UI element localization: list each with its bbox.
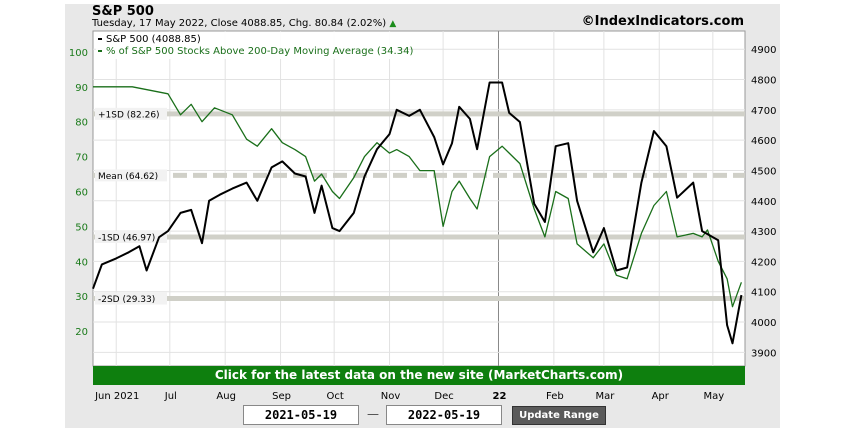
- x-tick-label: Oct: [327, 391, 344, 402]
- x-tick-label: 22: [493, 391, 507, 402]
- end-date-input[interactable]: 2022-05-19: [386, 405, 502, 425]
- up-arrow-icon: ▲: [389, 19, 397, 29]
- right-tick-label: 4500: [751, 166, 776, 177]
- date-separator: —: [367, 407, 379, 421]
- x-tick-label: May: [704, 391, 725, 402]
- left-tick-label: 80: [75, 118, 88, 129]
- x-tick-label: Mar: [595, 391, 615, 402]
- new-site-banner-link[interactable]: Click for the latest data on the new sit…: [93, 366, 745, 385]
- right-tick-label: 4000: [751, 318, 776, 329]
- left-tick-label: 60: [75, 188, 88, 199]
- reference-label: -2SD (29.33): [98, 295, 155, 305]
- x-tick-label: Jul: [164, 391, 177, 402]
- left-tick-label: 40: [75, 257, 88, 268]
- right-tick-label: 4200: [751, 257, 776, 268]
- legend-label-sp500: S&P 500 (4088.85): [106, 34, 201, 45]
- x-tick-label: Dec: [434, 391, 453, 402]
- sp500-line: [92, 81, 743, 345]
- left-tick-label: 90: [75, 83, 88, 94]
- legend-bg: [96, 32, 398, 59]
- legend-label-pct: % of S&P 500 Stocks Above 200-Day Moving…: [106, 46, 413, 57]
- update-range-button[interactable]: Update Range: [512, 406, 606, 425]
- x-tick-label: Feb: [546, 391, 564, 402]
- reference-label: +1SD (82.26): [98, 110, 160, 120]
- left-tick-label: 20: [75, 327, 88, 338]
- right-tick-label: 4100: [751, 288, 776, 299]
- right-tick-label: 4400: [751, 197, 776, 208]
- pct-above-200dma-line: [93, 86, 743, 308]
- x-tick-label: Aug: [216, 391, 236, 402]
- reference-label: Mean (64.62): [98, 172, 158, 182]
- reference-label-bg: [95, 107, 167, 120]
- x-tick-label: Sep: [272, 391, 291, 402]
- x-tick-label: Jun 2021: [94, 391, 139, 402]
- site-watermark: ©IndexIndicators.com: [581, 14, 744, 29]
- x-tick-label: Nov: [381, 391, 401, 402]
- chart-title: S&P 500: [92, 4, 154, 19]
- reference-label-bg: [95, 169, 167, 182]
- chart-subtitle: Tuesday, 17 May 2022, Close 4088.85, Chg…: [92, 18, 396, 29]
- left-tick-label: 50: [75, 222, 88, 233]
- plot-area: [92, 30, 746, 367]
- right-tick-label: 4600: [751, 136, 776, 147]
- right-tick-label: 4900: [751, 45, 776, 56]
- right-tick-label: 4700: [751, 106, 776, 117]
- reference-label: -1SD (46.97): [98, 233, 155, 243]
- reference-label-bg: [95, 230, 167, 243]
- chart-subtitle-text: Tuesday, 17 May 2022, Close 4088.85, Chg…: [92, 18, 387, 29]
- x-tick-label: Apr: [652, 391, 670, 402]
- right-tick-label: 4300: [751, 227, 776, 238]
- left-tick-label: 30: [75, 292, 88, 303]
- right-tick-label: 3900: [751, 348, 776, 359]
- start-date-input[interactable]: 2021-05-19: [243, 405, 359, 425]
- reference-label-bg: [95, 292, 167, 305]
- left-tick-label: 100: [69, 48, 88, 59]
- right-tick-label: 4800: [751, 76, 776, 87]
- left-tick-label: 70: [75, 153, 88, 164]
